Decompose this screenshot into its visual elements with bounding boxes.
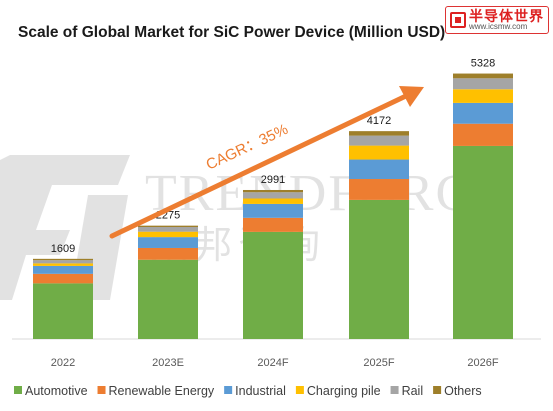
x-tick-label-2026F: 2026F [467, 357, 498, 369]
total-label-2024F: 2991 [261, 174, 285, 186]
legend-swatch-rail [390, 386, 399, 394]
total-label-2026F: 5328 [471, 58, 495, 70]
badge-main-text: 半导体世界 [469, 8, 544, 24]
x-tick-label-2025F: 2025F [363, 357, 394, 369]
bar-segment-2022-renewable-energy [33, 273, 93, 284]
bar-segment-2025F-renewable-energy [349, 179, 409, 200]
cagr-arrow-shaft [109, 92, 411, 239]
legend-swatch-charging-pile [295, 386, 304, 394]
bar-segment-2022-industrial [33, 265, 93, 274]
bar-segment-2023E-industrial [138, 237, 198, 248]
total-label-2022: 1609 [51, 243, 75, 255]
bar-segment-2022-rail [33, 260, 93, 264]
bar-segment-2024F-others [243, 189, 303, 193]
x-tick-label-2024F: 2024F [257, 357, 288, 369]
bar-segment-2024F-automotive [243, 231, 303, 339]
bar-segment-2023E-others [138, 225, 198, 228]
legend-label-rail: Rail [402, 384, 424, 398]
bar-segment-2023E-rail [138, 227, 198, 232]
x-tick-label-2022: 2022 [51, 357, 75, 369]
legend-label-automotive: Automotive [25, 384, 88, 398]
bar-segment-2024F-rail [243, 192, 303, 199]
legend-swatch-automotive [14, 386, 22, 394]
badge-sub-text: www.icsmw.com [469, 22, 528, 31]
legend-label-others: Others [444, 384, 482, 398]
chart-title: Scale of Global Market for SiC Power Dev… [18, 24, 445, 41]
bar-segment-2022-automotive [33, 283, 93, 339]
bar-segment-2024F-industrial [243, 203, 303, 218]
bar-segment-2022-others [33, 258, 93, 261]
bar-segment-2025F-others [349, 131, 409, 136]
bar-segment-2022-charging-pile [33, 263, 93, 266]
legend-swatch-industrial [224, 386, 233, 394]
bars-group [33, 73, 513, 339]
bar-segment-2023E-renewable-energy [138, 247, 198, 260]
total-label-2025F: 4172 [367, 115, 391, 127]
bar-segment-2026F-rail [453, 78, 513, 90]
legend-label-industrial: Industrial [235, 384, 286, 398]
bar-segment-2024F-renewable-energy [243, 217, 303, 232]
source-badge: 半导体世界 www.icsmw.com [445, 6, 549, 34]
legend-swatch-others [433, 386, 442, 394]
bar-segment-2026F-others [453, 73, 513, 79]
bar-segment-2025F-automotive [349, 199, 409, 339]
chip-icon [450, 12, 466, 28]
bar-segment-2024F-charging-pile [243, 198, 303, 204]
bar-segment-2025F-industrial [349, 159, 409, 180]
x-tick-labels-group: 2022 2023E 2024F 2025F 2026F [51, 357, 499, 369]
bar-segment-2025F-charging-pile [349, 145, 409, 160]
bar-segment-2023E-charging-pile [138, 231, 198, 238]
legend-label-renewable-energy: Renewable Energy [109, 384, 215, 398]
legend-swatch-renewable-energy [97, 386, 106, 394]
bar-segment-2026F-renewable-energy [453, 123, 513, 146]
x-tick-label-2023E: 2023E [152, 357, 184, 369]
legend-label-charging-pile: Charging pile [307, 384, 381, 398]
bar-segment-2026F-industrial [453, 102, 513, 124]
legend: Automotive Renewable Energy Industrial Char… [14, 384, 482, 398]
cagr-arrow-head [399, 86, 424, 107]
bar-segment-2023E-automotive [138, 259, 198, 339]
bar-segment-2026F-charging-pile [453, 89, 513, 103]
bar-segment-2025F-rail [349, 135, 409, 146]
bar-segment-2026F-automotive [453, 145, 513, 339]
trendforce-logo-mark [0, 155, 130, 300]
